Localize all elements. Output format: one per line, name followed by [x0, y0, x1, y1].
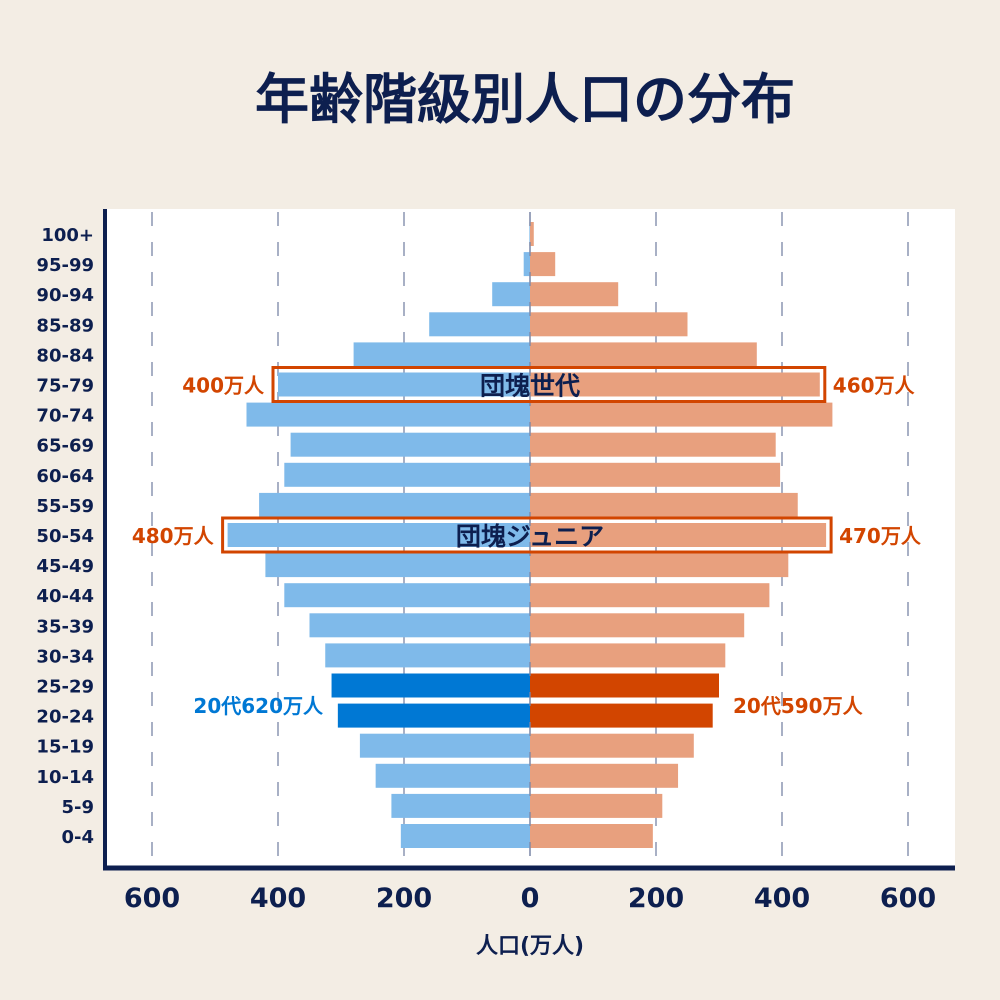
- annotation-male-dankai: 400万人: [182, 374, 265, 398]
- y-tick-label: 85-89: [36, 315, 94, 336]
- annotation-label-dankai: 団塊世代: [480, 372, 580, 401]
- y-tick-label: 65-69: [36, 436, 94, 457]
- y-tick-label: 35-39: [36, 616, 94, 637]
- x-tick-label: 0: [521, 883, 540, 914]
- bar-female-75-79: [530, 372, 820, 397]
- bar-female-5-9: [530, 793, 663, 818]
- bar-male-20-24: [337, 703, 530, 728]
- y-tick-label: 0-4: [61, 827, 94, 848]
- bar-male-55-59: [259, 492, 530, 517]
- bar-female-0-4: [530, 824, 653, 848]
- y-tick-label: 30-34: [36, 646, 94, 667]
- x-tick-label: 600: [124, 883, 180, 914]
- x-axis-label: 人口(万人): [476, 934, 584, 959]
- bar-male-5-9: [391, 793, 530, 818]
- bar-female-85-89: [530, 312, 688, 337]
- annotation-twenties-female: 20代590万人: [733, 694, 864, 718]
- y-tick-label: 60-64: [36, 466, 94, 487]
- bar-female-70-74: [530, 402, 833, 427]
- bar-male-25-29: [331, 673, 530, 698]
- y-tick-label: 10-14: [36, 767, 94, 788]
- y-tick-label: 20-24: [36, 707, 94, 728]
- x-tick-label: 400: [250, 883, 306, 914]
- annotation-female-dankai: 460万人: [833, 374, 916, 398]
- bar-female-55-59: [530, 492, 798, 517]
- bar-female-65-69: [530, 432, 776, 457]
- y-tick-label: 45-49: [36, 556, 94, 577]
- y-tick-label: 80-84: [36, 345, 94, 366]
- bar-female-50-54: [530, 523, 827, 547]
- bar-male-15-19: [359, 733, 530, 758]
- bar-female-60-64: [530, 462, 781, 487]
- bar-male-60-64: [284, 462, 530, 487]
- y-tick-label: 100+: [41, 225, 94, 246]
- y-tick-label: 75-79: [36, 376, 94, 397]
- bar-male-50-54: [227, 523, 530, 547]
- bar-female-100+: [530, 222, 534, 246]
- bar-female-40-44: [530, 583, 770, 608]
- bar-female-90-94: [530, 282, 619, 307]
- y-tick-label: 50-54: [36, 526, 94, 547]
- highlight-box-dankai: [271, 366, 827, 403]
- bar-male-95-99: [523, 252, 530, 277]
- chart-title: 年齢階級別人口の分布: [255, 68, 795, 131]
- y-tick-label: 55-59: [36, 496, 94, 517]
- highlight-box-dankai_junior: [221, 516, 833, 554]
- bar-female-80-84: [530, 342, 757, 367]
- y-tick-label: 90-94: [36, 285, 94, 306]
- x-tick-label: 600: [880, 883, 936, 914]
- bar-male-30-34: [325, 643, 530, 668]
- y-tick-label: 25-29: [36, 677, 94, 698]
- bar-female-95-99: [530, 252, 556, 277]
- bar-female-45-49: [530, 553, 789, 578]
- bar-female-25-29: [530, 673, 719, 698]
- x-tick-label: 200: [376, 883, 432, 914]
- bar-female-15-19: [530, 733, 694, 758]
- bar-male-75-79: [278, 372, 530, 397]
- bar-male-85-89: [429, 312, 530, 337]
- y-tick-label: 70-74: [36, 406, 94, 427]
- bar-female-10-14: [530, 763, 679, 788]
- x-tick-label: 200: [628, 883, 684, 914]
- bar-female-30-34: [530, 643, 726, 668]
- bar-female-35-39: [530, 613, 745, 638]
- y-tick-label: 40-44: [36, 586, 94, 607]
- bar-male-35-39: [309, 613, 530, 638]
- annotation-label-dankai_junior: 団塊ジュニア: [456, 522, 604, 551]
- bar-male-65-69: [290, 432, 530, 457]
- annotation-female-dankai_junior: 470万人: [839, 524, 922, 548]
- bar-male-0-4: [400, 824, 530, 848]
- y-tick-label: 95-99: [36, 255, 94, 276]
- bar-male-100+: [529, 222, 530, 246]
- bar-male-80-84: [353, 342, 530, 367]
- bar-male-40-44: [284, 583, 530, 608]
- annotation-twenties-male: 20代620万人: [193, 694, 324, 718]
- x-tick-label: 400: [754, 883, 810, 914]
- bar-male-70-74: [246, 402, 530, 427]
- bar-male-10-14: [375, 763, 530, 788]
- annotation-male-dankai_junior: 480万人: [132, 524, 215, 548]
- y-tick-label: 5-9: [61, 797, 94, 818]
- y-tick-label: 15-19: [36, 737, 94, 758]
- bar-male-90-94: [492, 282, 530, 307]
- bar-female-20-24: [530, 703, 713, 728]
- bar-male-45-49: [265, 553, 530, 578]
